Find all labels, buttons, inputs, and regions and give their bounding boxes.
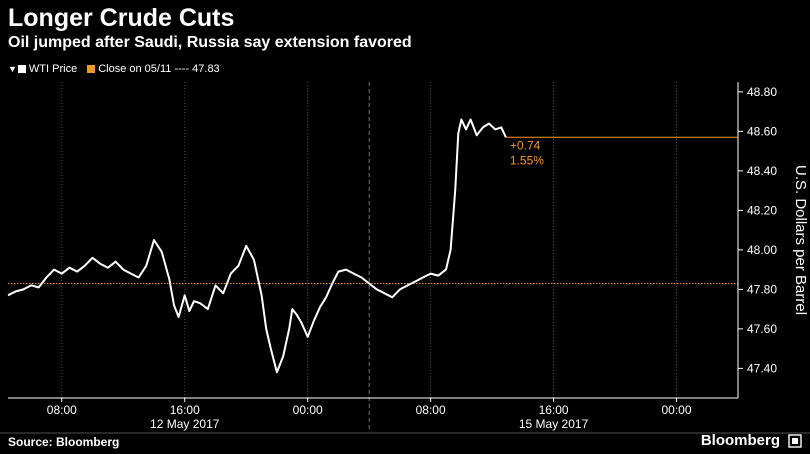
legend-swatch-close: [87, 65, 96, 73]
legend-label-wti: WTI Price: [28, 63, 78, 75]
x-tick-label: 16:00: [539, 403, 569, 417]
y-tick-label: 47.40: [747, 361, 777, 375]
y-tick-label: 48.20: [747, 203, 777, 217]
legend-swatch-wti: [17, 65, 26, 73]
annotation-layer: +0.741.55%: [505, 136, 738, 167]
change-percent-label: 1.55%: [510, 153, 544, 167]
y-tick-label: 47.80: [747, 282, 777, 296]
x-tick-label: 08:00: [47, 403, 77, 417]
bloomberg-mark-icon: [788, 434, 802, 448]
x-tick-label: 08:00: [416, 403, 446, 417]
y-tick-label: 48.40: [747, 164, 777, 178]
series-line-wti: [7, 118, 507, 374]
x-tick-label: 16:00: [170, 403, 200, 417]
x-date-label: 12 May 2017: [150, 417, 220, 431]
change-label: +0.74: [510, 138, 541, 152]
chart-subtitle: Oil jumped after Saudi, Russia say exten…: [8, 34, 412, 51]
x-tick-label: 00:00: [662, 403, 692, 417]
y-tick-label: 48.80: [747, 85, 777, 99]
y-tick-label: 48.00: [747, 243, 777, 257]
y-tick-label: 47.60: [747, 322, 777, 336]
axis-layer: 47.40 47.60 47.80 48.00 48.20 48.40 48.60 48.80…: [0, 82, 810, 434]
legend-item-close: Close on 05/11 ---- 47.83: [87, 63, 220, 75]
brand-logo: Bloomberg: [700, 432, 780, 449]
y-tick-label: 48.60: [747, 124, 777, 138]
chart-title: Longer Crude Cuts: [8, 4, 235, 32]
legend: ▼ WTI Price Close on 05/11 ---- 47.83: [8, 62, 230, 76]
pin-icon: ▼: [8, 64, 17, 74]
legend-label-close: Close on 05/11 ---- 47.83: [98, 63, 220, 75]
legend-item-wti: ▼ WTI Price: [8, 63, 77, 75]
x-date-label: 15 May 2017: [519, 417, 589, 431]
grid-layer: [61, 82, 677, 432]
series-layer: [7, 118, 507, 374]
source-note: Source: Bloomberg: [8, 435, 120, 449]
y-axis-title: U.S. Dollars per Barrel: [792, 165, 809, 315]
x-tick-label: 00:00: [293, 403, 323, 417]
